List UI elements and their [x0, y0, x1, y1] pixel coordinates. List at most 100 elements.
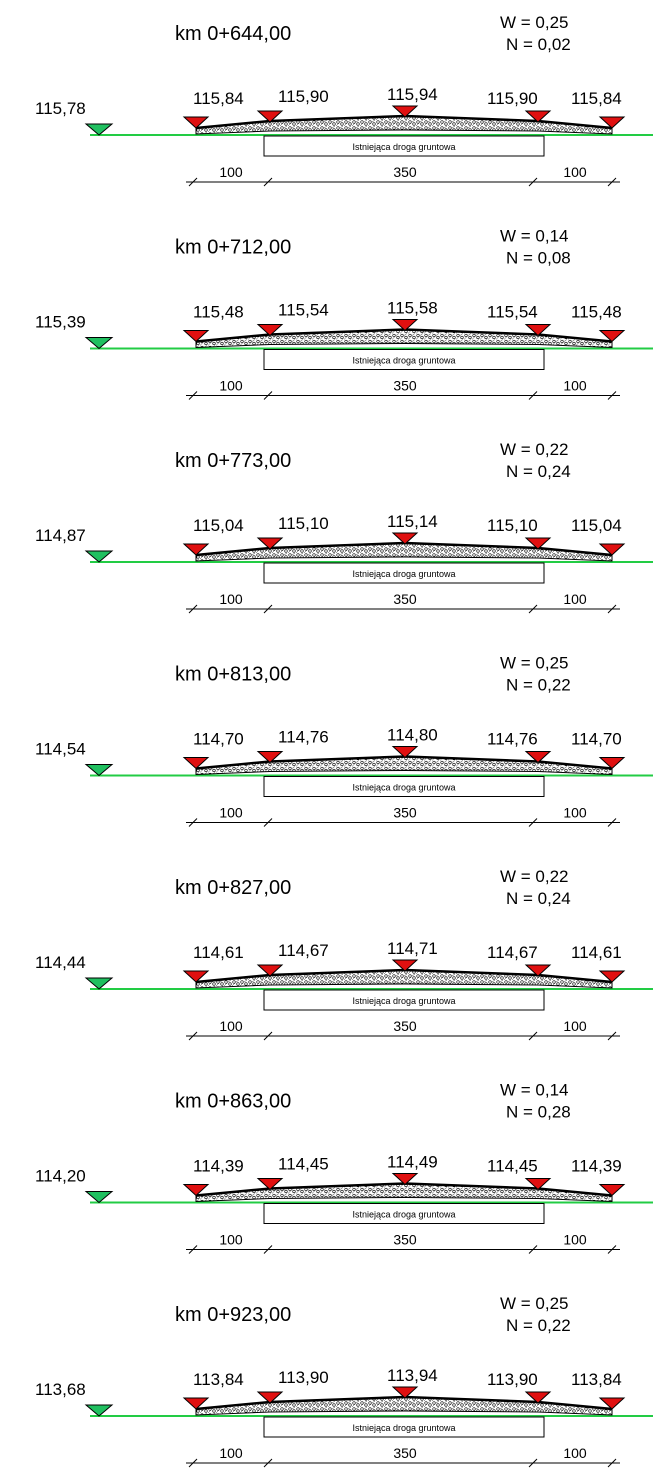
dimension-tick	[528, 604, 538, 614]
elevation-label-left-edge: 115,04	[193, 516, 244, 535]
design-marker-icon	[524, 1391, 552, 1404]
dimension-tick	[528, 391, 538, 400]
elevation-label-left-shoulder: 114,76	[278, 728, 329, 747]
elevation-label-right-shoulder: 114,45	[487, 1157, 538, 1176]
elevation-label-left-shoulder: 114,45	[278, 1155, 329, 1174]
cut-value-label: W = 0,14	[500, 1081, 569, 1100]
cut-value-label: W = 0,14	[500, 227, 569, 246]
existing-road-label: Istniejąca droga gruntowa	[352, 783, 455, 793]
design-marker-icon	[391, 1386, 419, 1399]
road-structure-layer	[195, 115, 613, 135]
existing-road-label: Istniejąca droga gruntowa	[352, 1423, 455, 1433]
cross-section-5: km 0+827,00 W = 0,22 N = 0,24 Istniejąca dr…	[35, 867, 653, 1041]
elevation-label-right-edge: 113,84	[571, 1370, 622, 1389]
cross-section-4: km 0+813,00 W = 0,25 N = 0,22 Istniejąca dr…	[35, 654, 653, 827]
elevation-label-right-edge: 115,04	[571, 516, 622, 535]
design-marker-icon	[598, 1184, 626, 1197]
dimension-tick	[263, 1245, 273, 1254]
dimension-left: 100	[219, 164, 243, 180]
design-marker-icon	[391, 959, 419, 972]
design-marker-icon	[182, 1397, 210, 1410]
existing-road-box	[263, 776, 545, 797]
cut-value-label: W = 0,25	[500, 13, 569, 32]
dimension-tick	[607, 1031, 617, 1041]
elevation-label-right-edge: 115,48	[571, 303, 622, 322]
elevation-label-left-shoulder: 115,90	[278, 87, 329, 106]
ground-marker-icon	[84, 977, 114, 990]
dimension-tick	[528, 1031, 538, 1041]
design-marker-icon	[256, 537, 284, 550]
existing-road-box	[263, 1416, 545, 1438]
existing-road-box	[263, 1203, 545, 1224]
fill-value-label: N = 0,24	[506, 889, 571, 908]
design-marker-icon	[256, 1391, 284, 1404]
road-structure-layer	[195, 969, 613, 989]
cross-section-1: km 0+644,00 W = 0,25 N = 0,02 Istniejąca dr…	[35, 13, 653, 187]
road-structure-layer	[195, 755, 613, 776]
existing-road-box	[263, 349, 545, 370]
design-marker-icon	[391, 746, 419, 759]
existing-road-label: Istniejąca droga gruntowa	[352, 1210, 455, 1220]
dimension-tick	[263, 1031, 273, 1041]
dimension-right: 100	[563, 164, 587, 180]
elevation-label-left-edge: 115,48	[193, 303, 244, 322]
fill-value-label: N = 0,22	[506, 676, 571, 695]
fill-value-label: N = 0,28	[506, 1103, 571, 1122]
design-marker-icon	[598, 757, 626, 770]
ground-marker-icon	[84, 123, 114, 136]
ground-elevation-label: 114,87	[35, 526, 86, 545]
ground-elevation-label: 114,54	[35, 740, 86, 759]
dimension-tick	[188, 1031, 198, 1041]
ground-elevation-label: 114,20	[35, 1167, 86, 1186]
design-marker-icon	[391, 1173, 419, 1186]
cut-value-label: W = 0,25	[500, 654, 569, 673]
elevation-label-left-edge: 114,70	[193, 730, 244, 749]
elevation-label-left-edge: 113,84	[193, 1370, 244, 1389]
dimension-right: 100	[563, 805, 587, 821]
ground-marker-icon	[84, 1404, 114, 1417]
design-marker-icon	[524, 324, 552, 337]
elevation-label-right-shoulder: 114,76	[487, 730, 538, 749]
elevation-label-crown: 114,80	[387, 726, 438, 745]
design-marker-icon	[391, 319, 419, 332]
design-marker-icon	[391, 105, 419, 118]
dimension-left: 100	[219, 805, 243, 821]
cross-section-3: km 0+773,00 W = 0,22 N = 0,24 Istniejąca dr…	[35, 440, 653, 614]
station-label: km 0+712,00	[175, 237, 291, 259]
elevation-label-right-shoulder: 115,54	[487, 303, 538, 322]
fill-value-label: N = 0,08	[506, 249, 571, 268]
road-structure-layer	[195, 542, 613, 562]
elevation-label-left-shoulder: 115,54	[278, 301, 329, 320]
dimension-tick	[263, 1458, 273, 1468]
ground-elevation-label: 114,44	[35, 953, 86, 972]
design-marker-icon	[182, 757, 210, 770]
existing-road-box	[263, 562, 545, 584]
design-marker-icon	[182, 970, 210, 983]
existing-road-label: Istniejąca droga gruntowa	[352, 569, 455, 579]
existing-road-label: Istniejąca droga gruntowa	[352, 142, 455, 152]
elevation-label-crown: 114,71	[387, 939, 438, 958]
road-structure-layer	[195, 1396, 613, 1416]
dimension-tick	[528, 1458, 538, 1468]
ground-elevation-label: 113,68	[35, 1380, 86, 1399]
dimension-middle: 350	[393, 805, 417, 821]
design-marker-icon	[598, 1397, 626, 1410]
ground-marker-icon	[84, 550, 114, 563]
dimension-tick	[607, 1245, 617, 1254]
design-marker-icon	[524, 537, 552, 550]
elevation-label-left-edge: 114,61	[193, 943, 244, 962]
dimension-left: 100	[219, 378, 243, 394]
dimension-right: 100	[563, 1232, 587, 1248]
station-label: km 0+644,00	[175, 23, 291, 45]
design-marker-icon	[256, 324, 284, 337]
design-marker-icon	[182, 330, 210, 343]
design-marker-icon	[256, 110, 284, 123]
ground-marker-icon	[84, 1191, 114, 1204]
elevation-label-left-shoulder: 115,10	[278, 514, 329, 533]
dimension-middle: 350	[393, 1232, 417, 1248]
elevation-label-right-edge: 114,61	[571, 943, 622, 962]
dimension-middle: 350	[393, 1018, 417, 1034]
ground-marker-icon	[84, 764, 114, 777]
elevation-label-left-shoulder: 113,90	[278, 1368, 329, 1387]
dimension-tick	[607, 604, 617, 614]
